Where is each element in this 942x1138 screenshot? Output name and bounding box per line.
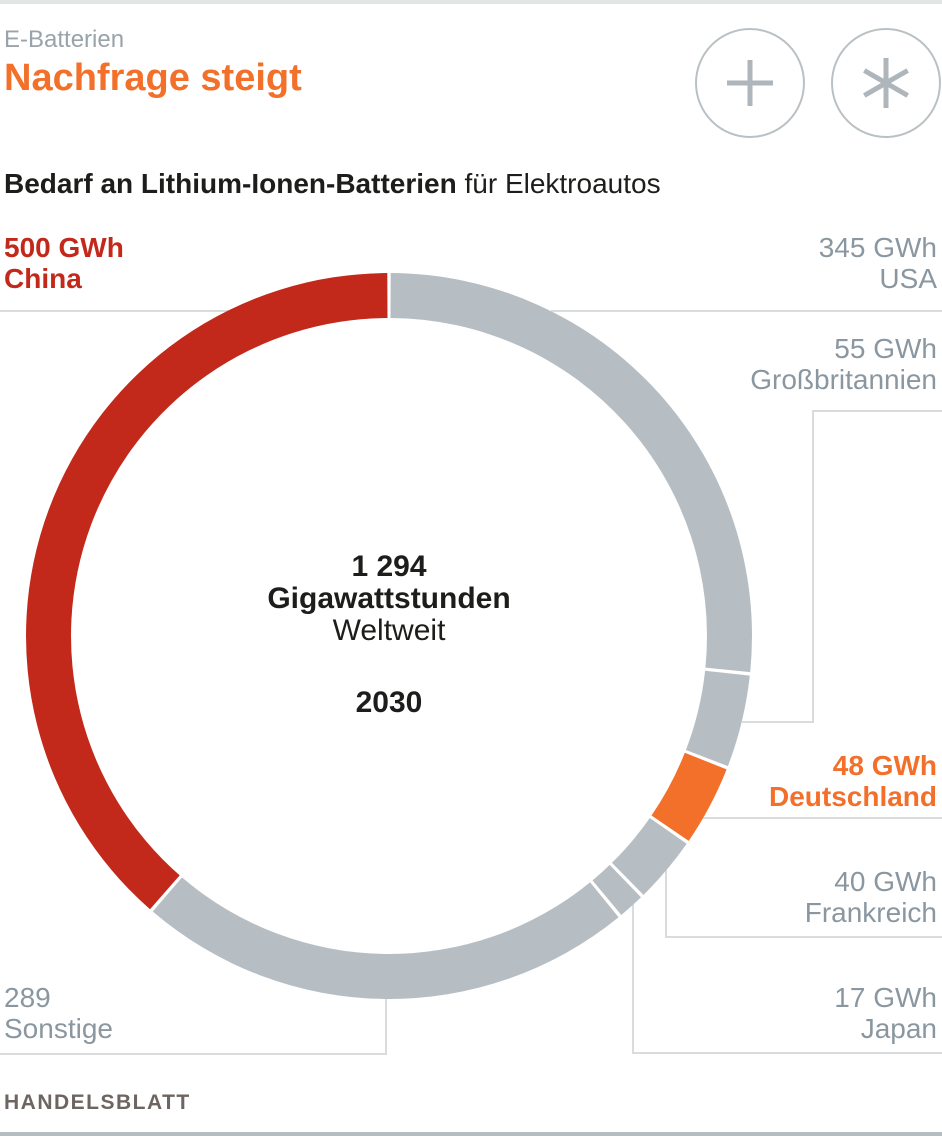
label-sonstige-value: 289 [4, 982, 51, 1013]
leader-lines [0, 310, 942, 1055]
related-content-button[interactable] [831, 28, 941, 138]
center-total-unit: Gigawattstunden [267, 582, 511, 615]
label-grossbritannien-name: Großbritannien [750, 364, 937, 395]
label-china: 500 GWh China [4, 232, 124, 294]
segment-sonstige [152, 877, 619, 999]
chart-title-bold: Bedarf an Lithium-Ionen-Batterien [4, 168, 457, 199]
top-accent-bar [0, 0, 942, 4]
center-year: 2030 [355, 686, 423, 719]
donut-segments [26, 273, 752, 999]
label-japan-value: 17 GWh [834, 982, 937, 1013]
label-china-value: 500 GWh [4, 232, 124, 263]
segment-deutschland [651, 752, 727, 841]
bottom-accent-bar [0, 1132, 942, 1136]
label-deutschland-name: Deutschland [768, 781, 937, 812]
segment-frankreich [611, 818, 687, 895]
chart-title: Bedarf an Lithium-Ionen-Batterien für El… [4, 168, 661, 200]
label-china-name: China [4, 263, 82, 294]
label-sonstige-name: Sonstige [4, 1013, 113, 1044]
asterisk-icon [861, 58, 911, 108]
label-frankreich-name: Frankreich [804, 897, 937, 928]
label-japan: 17 GWh Japan [834, 982, 937, 1044]
label-frankreich: 40 GWh Frankreich [805, 866, 937, 928]
segment-china [26, 273, 388, 910]
label-sonstige: 289 Sonstige [4, 982, 113, 1044]
add-button[interactable] [695, 28, 805, 138]
segment-japan [592, 864, 641, 915]
center-scope: Weltweit [332, 614, 446, 647]
label-usa-name: USA [879, 263, 937, 294]
label-frankreich-value: 40 GWh [834, 866, 937, 897]
donut-center-label: 1 294 Gigawattstunden Weltweit 2030 [89, 551, 689, 719]
page-title: Nachfrage steigt [4, 57, 302, 99]
label-grossbritannien: 55 GWh Großbritannien [750, 333, 937, 395]
chart-title-regular: für Elektroautos [456, 168, 661, 199]
label-japan-name: Japan [860, 1013, 937, 1044]
label-usa: 345 GWh USA [819, 232, 937, 294]
source-brand: HANDELSBLATT [4, 1091, 191, 1114]
center-total-value: 1 294 [351, 550, 427, 583]
plus-icon [727, 60, 773, 106]
segment-grobritannien [685, 670, 750, 767]
segment-usa [390, 273, 752, 673]
kicker: E-Batterien [4, 26, 125, 53]
label-grossbritannien-value: 55 GWh [834, 333, 937, 364]
label-deutschland: 48 GWh Deutschland [769, 750, 937, 812]
label-usa-value: 345 GWh [818, 232, 937, 263]
label-deutschland-value: 48 GWh [832, 750, 937, 781]
